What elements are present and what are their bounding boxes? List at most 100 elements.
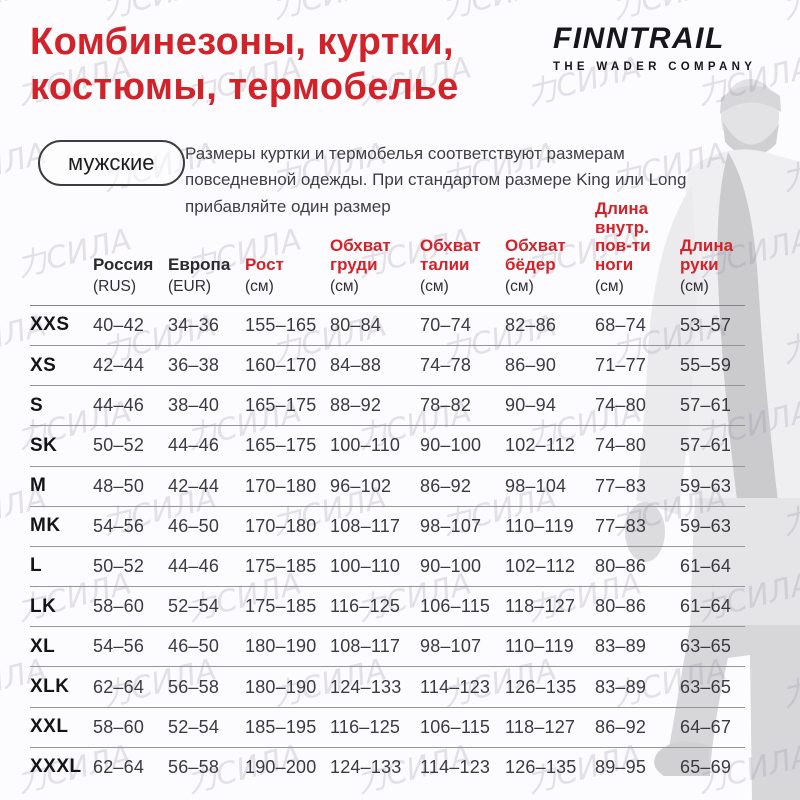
size-value: 52–54 [168, 596, 220, 617]
size-value: 88–92 [330, 395, 382, 416]
size-label: XXS [30, 314, 70, 336]
column-header-unit: (см) [505, 277, 534, 295]
size-label: XXXL [30, 756, 82, 778]
size-value: 108–117 [330, 636, 401, 657]
size-value: 155–165 [245, 314, 317, 335]
size-value: 56–58 [168, 676, 220, 697]
page-title: Комбинезоны, куртки, костюмы, термобелье [30, 20, 459, 110]
column-header: Обхват груди (см) [330, 236, 420, 295]
size-value: 116–125 [330, 596, 401, 617]
column-header-unit: (см) [330, 277, 359, 295]
size-value: 90–100 [420, 555, 482, 576]
size-value: 82–86 [505, 314, 557, 335]
size-value: 46–50 [168, 636, 220, 657]
size-value: 44–46 [168, 555, 220, 576]
page-title-line2: костюмы, термобелье [30, 65, 459, 108]
size-value: 98–104 [505, 475, 567, 496]
size-value: 98–107 [420, 636, 482, 657]
size-label: XLK [30, 676, 70, 698]
column-header: Россия (RUS) [93, 255, 168, 296]
table-row: XLK 62–64 56–58 180–190 124–133 114–123 126–13… [30, 667, 745, 708]
size-value: 77–83 [595, 515, 647, 536]
column-header-unit: (RUS) [93, 277, 137, 295]
size-value: 78–82 [420, 395, 472, 416]
size-value: 40–42 [93, 314, 145, 335]
size-value: 34–36 [168, 314, 220, 335]
size-value: 96–102 [330, 475, 392, 496]
size-value: 106–115 [420, 716, 491, 737]
size-value: 77–83 [595, 475, 647, 496]
size-value: 165–175 [245, 395, 317, 416]
size-label: XS [30, 354, 57, 376]
size-value: 63–65 [680, 636, 732, 657]
size-label: XXL [30, 716, 69, 738]
size-value: 116–125 [330, 716, 401, 737]
size-value: 59–63 [680, 475, 732, 496]
size-value: 59–63 [680, 515, 732, 536]
column-header-title: Обхват талии [420, 236, 481, 275]
size-value: 61–64 [680, 596, 732, 617]
size-value: 71–77 [595, 355, 647, 376]
wader-model-photo [625, 79, 800, 800]
size-value: 110–119 [505, 515, 574, 536]
size-value: 108–117 [330, 515, 401, 536]
size-value: 89–95 [595, 756, 647, 777]
brand-logo-wordmark: FINNTRAIL [553, 22, 725, 55]
size-value: 185–195 [245, 716, 317, 737]
column-header-unit: (EUR) [168, 277, 212, 295]
size-label: XL [30, 635, 56, 657]
size-value: 80–84 [330, 314, 382, 335]
size-value: 52–54 [168, 716, 220, 737]
column-header: Длина внутр. пов-ти ноги (см) [595, 199, 680, 296]
column-header: Обхват бёдер (см) [505, 236, 595, 295]
column-header: Рост (см) [245, 255, 330, 296]
size-value: 102–112 [505, 435, 576, 456]
size-label: S [30, 394, 44, 416]
size-value: 50–52 [93, 435, 145, 456]
size-value: 114–123 [420, 676, 491, 697]
column-header-title: Рост [245, 255, 284, 275]
size-value: 126–135 [505, 676, 577, 697]
size-value: 57–61 [680, 395, 732, 416]
size-value: 83–89 [595, 676, 647, 697]
table-header-row: Россия (RUS) Европа (EUR) Рост (см) Обхват гру… [30, 199, 745, 306]
size-value: 65–69 [680, 756, 732, 777]
table-row: XL 54–56 46–50 180–190 108–117 98–107 110–119 8… [30, 627, 745, 668]
size-value: 48–50 [93, 475, 145, 496]
size-value: 106–115 [420, 596, 491, 617]
column-header-title: Длина руки [680, 236, 734, 275]
size-value: 80–86 [595, 596, 647, 617]
size-value: 170–180 [245, 515, 317, 536]
sizing-note: Размеры куртки и термобелья соответствую… [185, 144, 687, 216]
size-value: 70–74 [420, 314, 472, 335]
size-label: SK [30, 434, 58, 456]
size-value: 180–190 [245, 636, 317, 657]
size-value: 80–86 [595, 555, 647, 576]
size-value: 86–90 [505, 355, 557, 376]
table-row: MK 54–56 46–50 170–180 108–117 98–107 110–119 7… [30, 507, 745, 547]
column-header: Европа (EUR) [168, 255, 245, 296]
size-value: 84–88 [330, 355, 382, 376]
column-header-title: Европа [168, 255, 231, 275]
column-header: Обхват талии (см) [420, 236, 505, 295]
size-value: 46–50 [168, 515, 220, 536]
size-value: 102–112 [505, 555, 576, 576]
size-value: 110–119 [505, 636, 574, 657]
table-row: XXL 58–60 52–54 185–195 116–125 106–115 118–12… [30, 708, 745, 748]
size-label: L [30, 555, 43, 577]
size-value: 170–180 [245, 475, 317, 496]
size-value: 175–185 [245, 555, 317, 576]
table-row: LK 58–60 52–54 175–185 116–125 106–115 118–127… [30, 587, 745, 628]
size-value: 90–94 [505, 395, 557, 416]
size-value: 83–89 [595, 636, 647, 657]
size-value: 74–80 [595, 435, 647, 456]
column-header-title: Длина внутр. пов-ти ноги [595, 199, 651, 275]
size-value: 62–64 [93, 756, 145, 777]
size-value: 74–80 [595, 395, 647, 416]
size-value: 38–40 [168, 395, 220, 416]
size-value: 86–92 [595, 716, 647, 737]
size-label: MK [30, 515, 61, 537]
table-row: M 48–50 42–44 170–180 96–102 86–92 98–104 77–83… [30, 467, 745, 507]
column-header: Длина руки (см) [680, 236, 745, 295]
table-row: S 44–46 38–40 165–175 88–92 78–82 90–94 74–80 57… [30, 386, 745, 427]
